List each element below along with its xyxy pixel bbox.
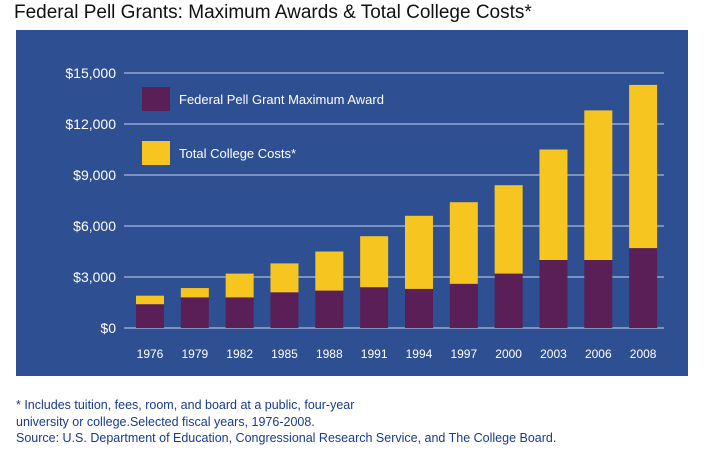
footnote-line-1: * Includes tuition, fees, room, and boar… (16, 398, 355, 412)
bar-2008-series-1 (629, 84, 658, 249)
x-tick-label-2006: 2006 (585, 347, 612, 361)
bar-1982-series-0 (225, 297, 254, 328)
x-tick-label-1976: 1976 (137, 347, 164, 361)
x-tick-label-1979: 1979 (181, 347, 208, 361)
bar-1988-series-0 (315, 290, 344, 328)
y-tick-label-1: $3,000 (73, 269, 116, 285)
bar-1991-series-0 (360, 287, 389, 328)
y-tick-label-3: $9,000 (73, 167, 116, 183)
bar-2003-series-1 (539, 149, 568, 260)
footnote-line-2: university or college.Selected fiscal ye… (16, 414, 315, 429)
legend-label-1: Total College Costs* (179, 146, 296, 161)
bar-2006-series-1 (584, 110, 613, 261)
bar-2000-series-0 (494, 273, 523, 328)
bar-1985-series-0 (270, 292, 299, 328)
chart-panel: $0 $3,000 $6,000 $9,000 $12,000 $15,000 1976 19… (16, 30, 688, 376)
bar-1994-series-0 (404, 288, 433, 328)
footnote: * Includes tuition, fees, room, and boar… (16, 397, 556, 447)
chart-title: Federal Pell Grants: Maximum Awards & To… (14, 2, 532, 23)
bar-chart: $0 $3,000 $6,000 $9,000 $12,000 $15,000 1976 19… (65, 65, 664, 361)
bar-1988-series-1 (315, 251, 344, 291)
bar-1979-series-0 (180, 297, 209, 328)
bar-2008-series-0 (629, 248, 658, 328)
bar-1994-series-1 (404, 215, 433, 289)
bar-1997-series-0 (449, 283, 478, 328)
bar-2006-series-0 (584, 260, 613, 328)
bar-1997-series-1 (449, 202, 478, 284)
source-note: Source: U.S. Department of Education, Co… (16, 431, 557, 445)
x-tick-label-2003: 2003 (540, 347, 567, 361)
y-tick-label-5: $15,000 (65, 65, 116, 81)
bar-1982-series-1 (225, 273, 254, 298)
legend-swatch-0 (142, 87, 170, 111)
x-tick-label-1985: 1985 (271, 347, 298, 361)
x-tick-label-1994: 1994 (406, 347, 433, 361)
bar-1976-series-1 (136, 295, 164, 305)
bar-1979-series-1 (180, 288, 209, 298)
x-tick-label-1991: 1991 (361, 347, 388, 361)
bar-1991-series-1 (360, 236, 389, 288)
bar-2003-series-0 (539, 260, 568, 328)
y-tick-label-2: $6,000 (73, 218, 116, 234)
x-tick-label-1997: 1997 (450, 347, 477, 361)
x-tick-label-1982: 1982 (226, 347, 253, 361)
legend-label-0: Federal Pell Grant Maximum Award (179, 92, 384, 107)
x-tick-label-1988: 1988 (316, 347, 343, 361)
bar-1976-series-0 (136, 304, 164, 328)
bar-2000-series-1 (494, 185, 523, 274)
y-tick-label-4: $12,000 (65, 116, 116, 132)
legend-swatch-1 (142, 141, 170, 165)
bar-1985-series-1 (270, 263, 299, 293)
y-tick-label-0: $0 (100, 320, 116, 336)
x-tick-label-2000: 2000 (495, 347, 522, 361)
x-tick-label-2008: 2008 (630, 347, 657, 361)
